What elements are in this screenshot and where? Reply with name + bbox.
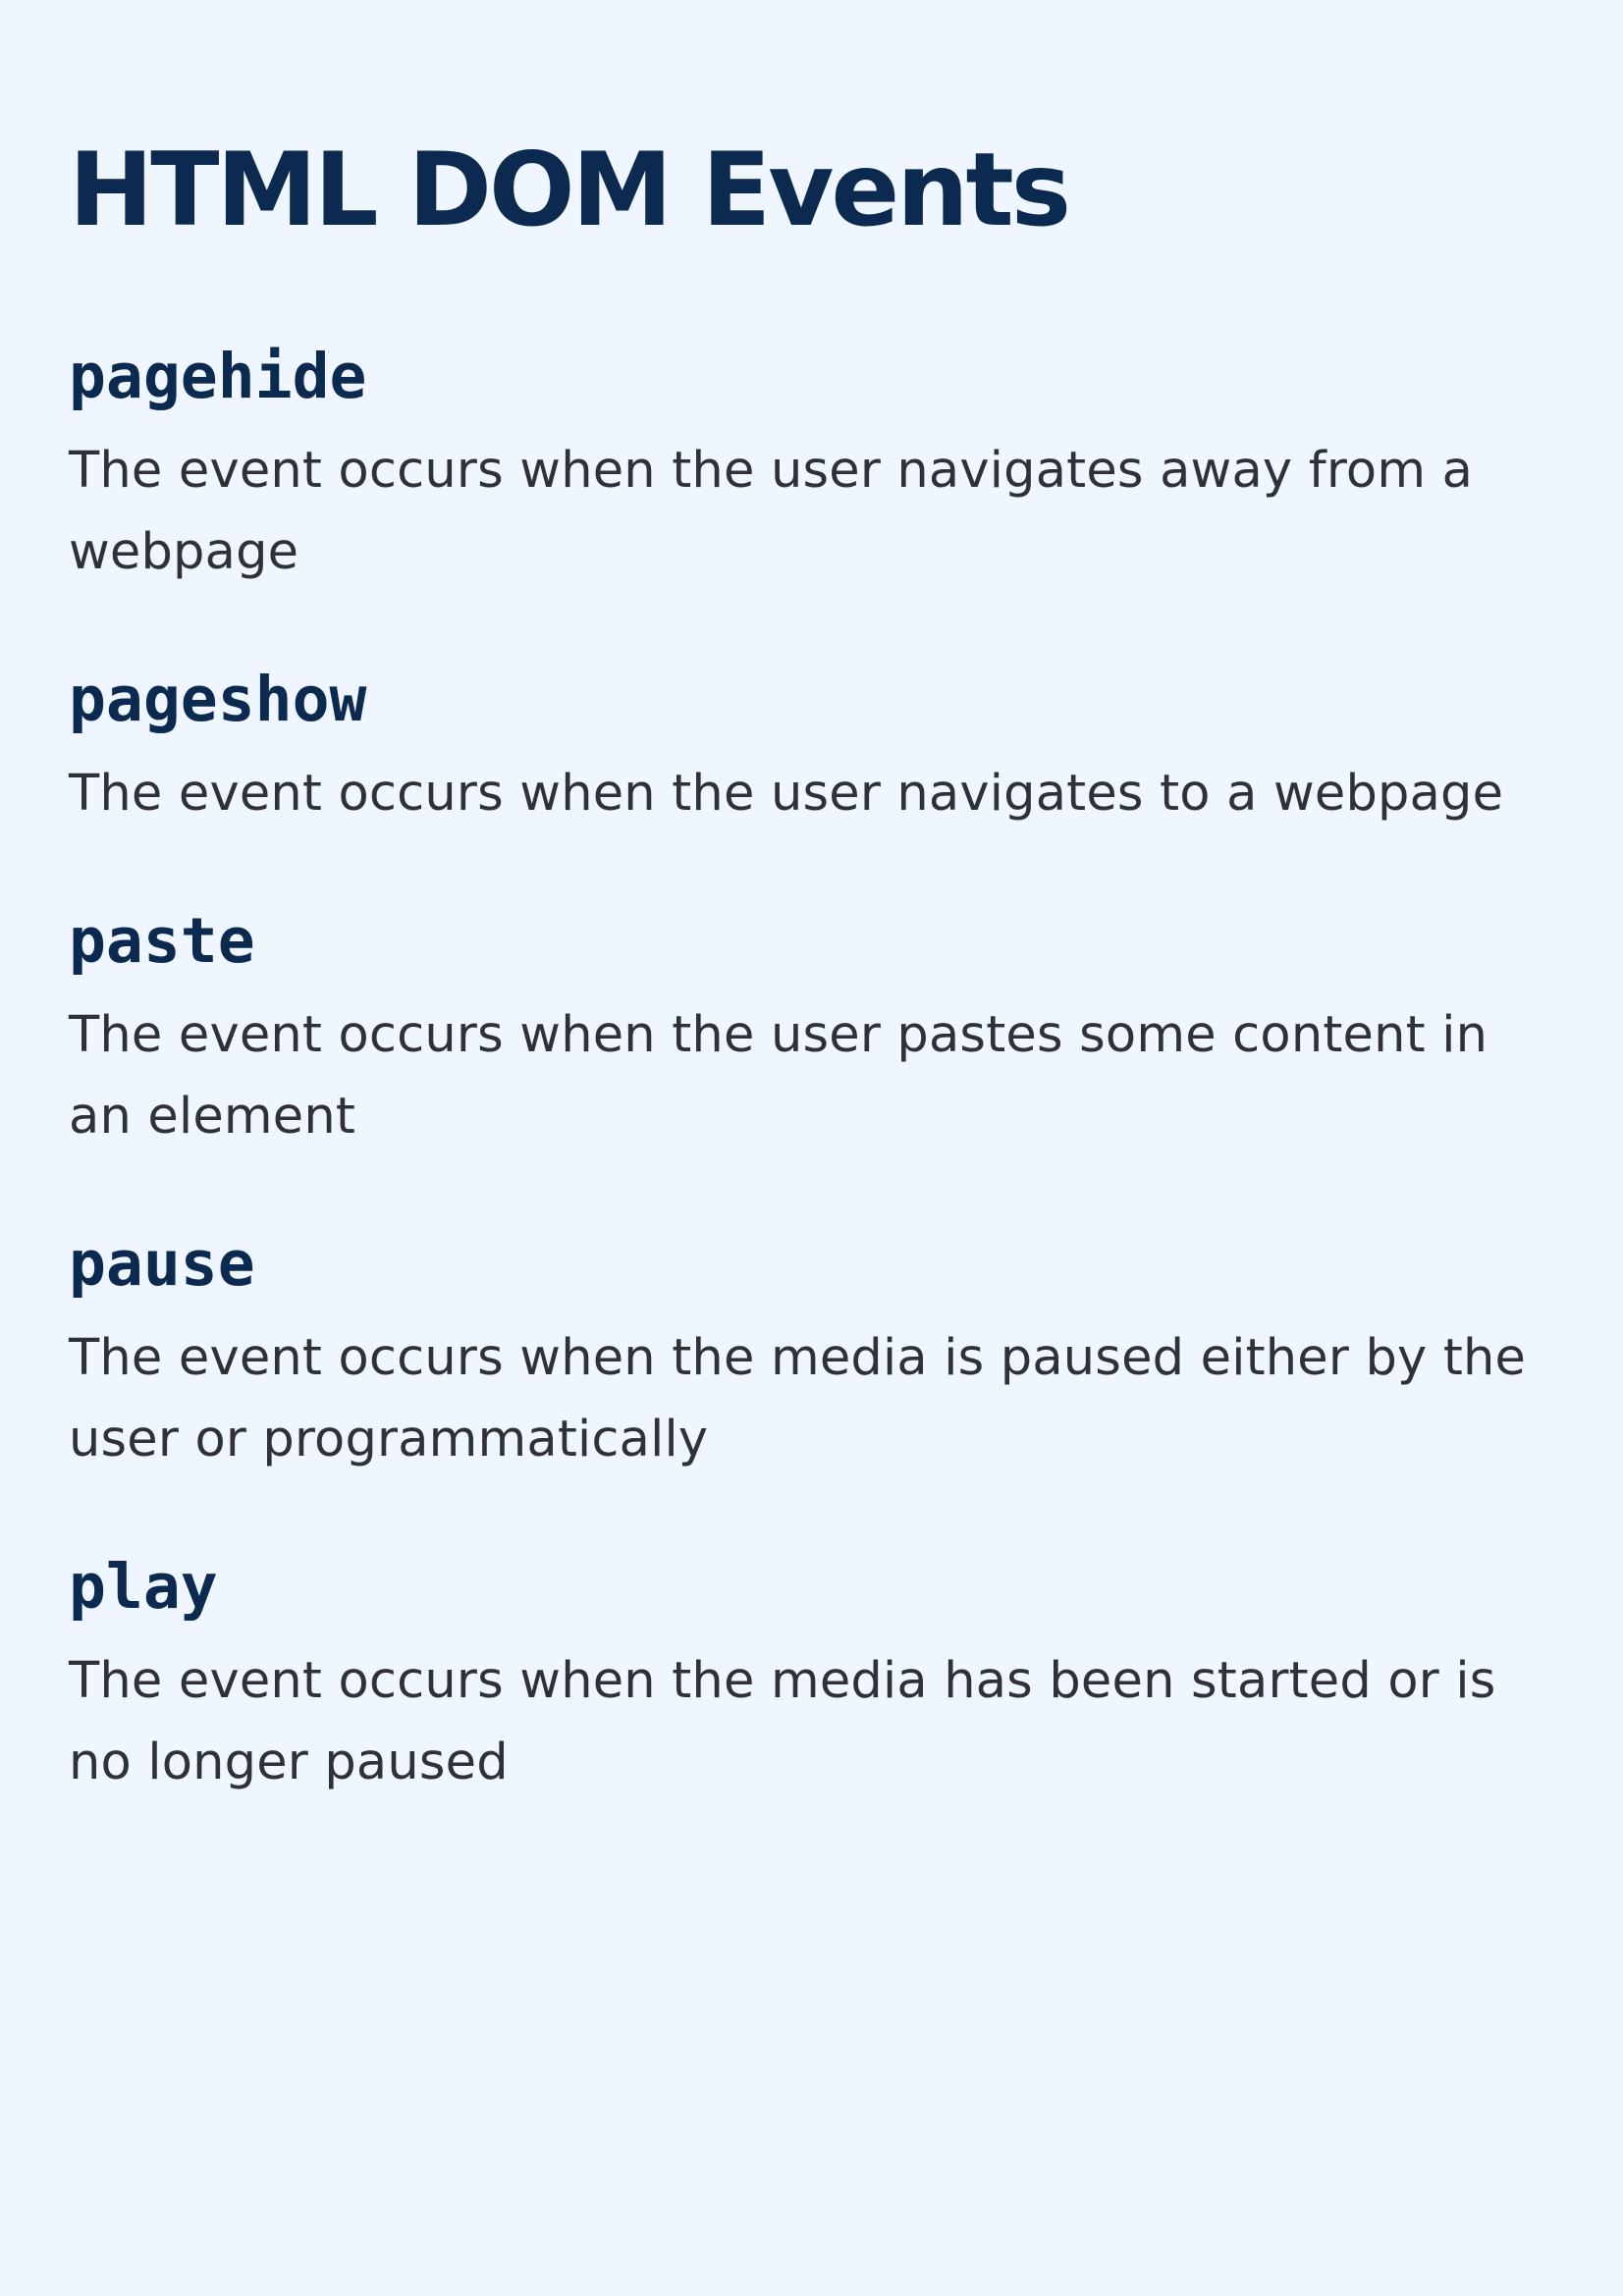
- event-item-pause: pause The event occurs when the media is…: [69, 1220, 1554, 1480]
- event-item-pageshow: pageshow The event occurs when the user …: [69, 656, 1554, 834]
- event-name-pageshow: pageshow: [69, 664, 367, 735]
- event-description-pause: The event occurs when the media is pause…: [69, 1329, 1527, 1468]
- event-description-paste: The event occurs when the user pastes so…: [69, 1006, 1488, 1146]
- page-title: HTML DOM Events: [69, 132, 1071, 249]
- event-item-pagehide: pagehide The event occurs when the user …: [69, 333, 1554, 593]
- event-description-pageshow: The event occurs when the user navigates…: [69, 765, 1504, 823]
- event-list: pagehide The event occurs when the user …: [69, 333, 1554, 1803]
- event-item-paste: paste The event occurs when the user pas…: [69, 897, 1554, 1157]
- event-name-pagehide: pagehide: [69, 341, 367, 412]
- event-name-pause: pause: [69, 1228, 255, 1300]
- event-description-play: The event occurs when the media has been…: [69, 1652, 1496, 1791]
- event-item-play: play The event occurs when the media has…: [69, 1543, 1554, 1803]
- event-description-pagehide: The event occurs when the user navigates…: [69, 442, 1474, 581]
- event-name-play: play: [69, 1551, 218, 1623]
- event-name-paste: paste: [69, 905, 255, 977]
